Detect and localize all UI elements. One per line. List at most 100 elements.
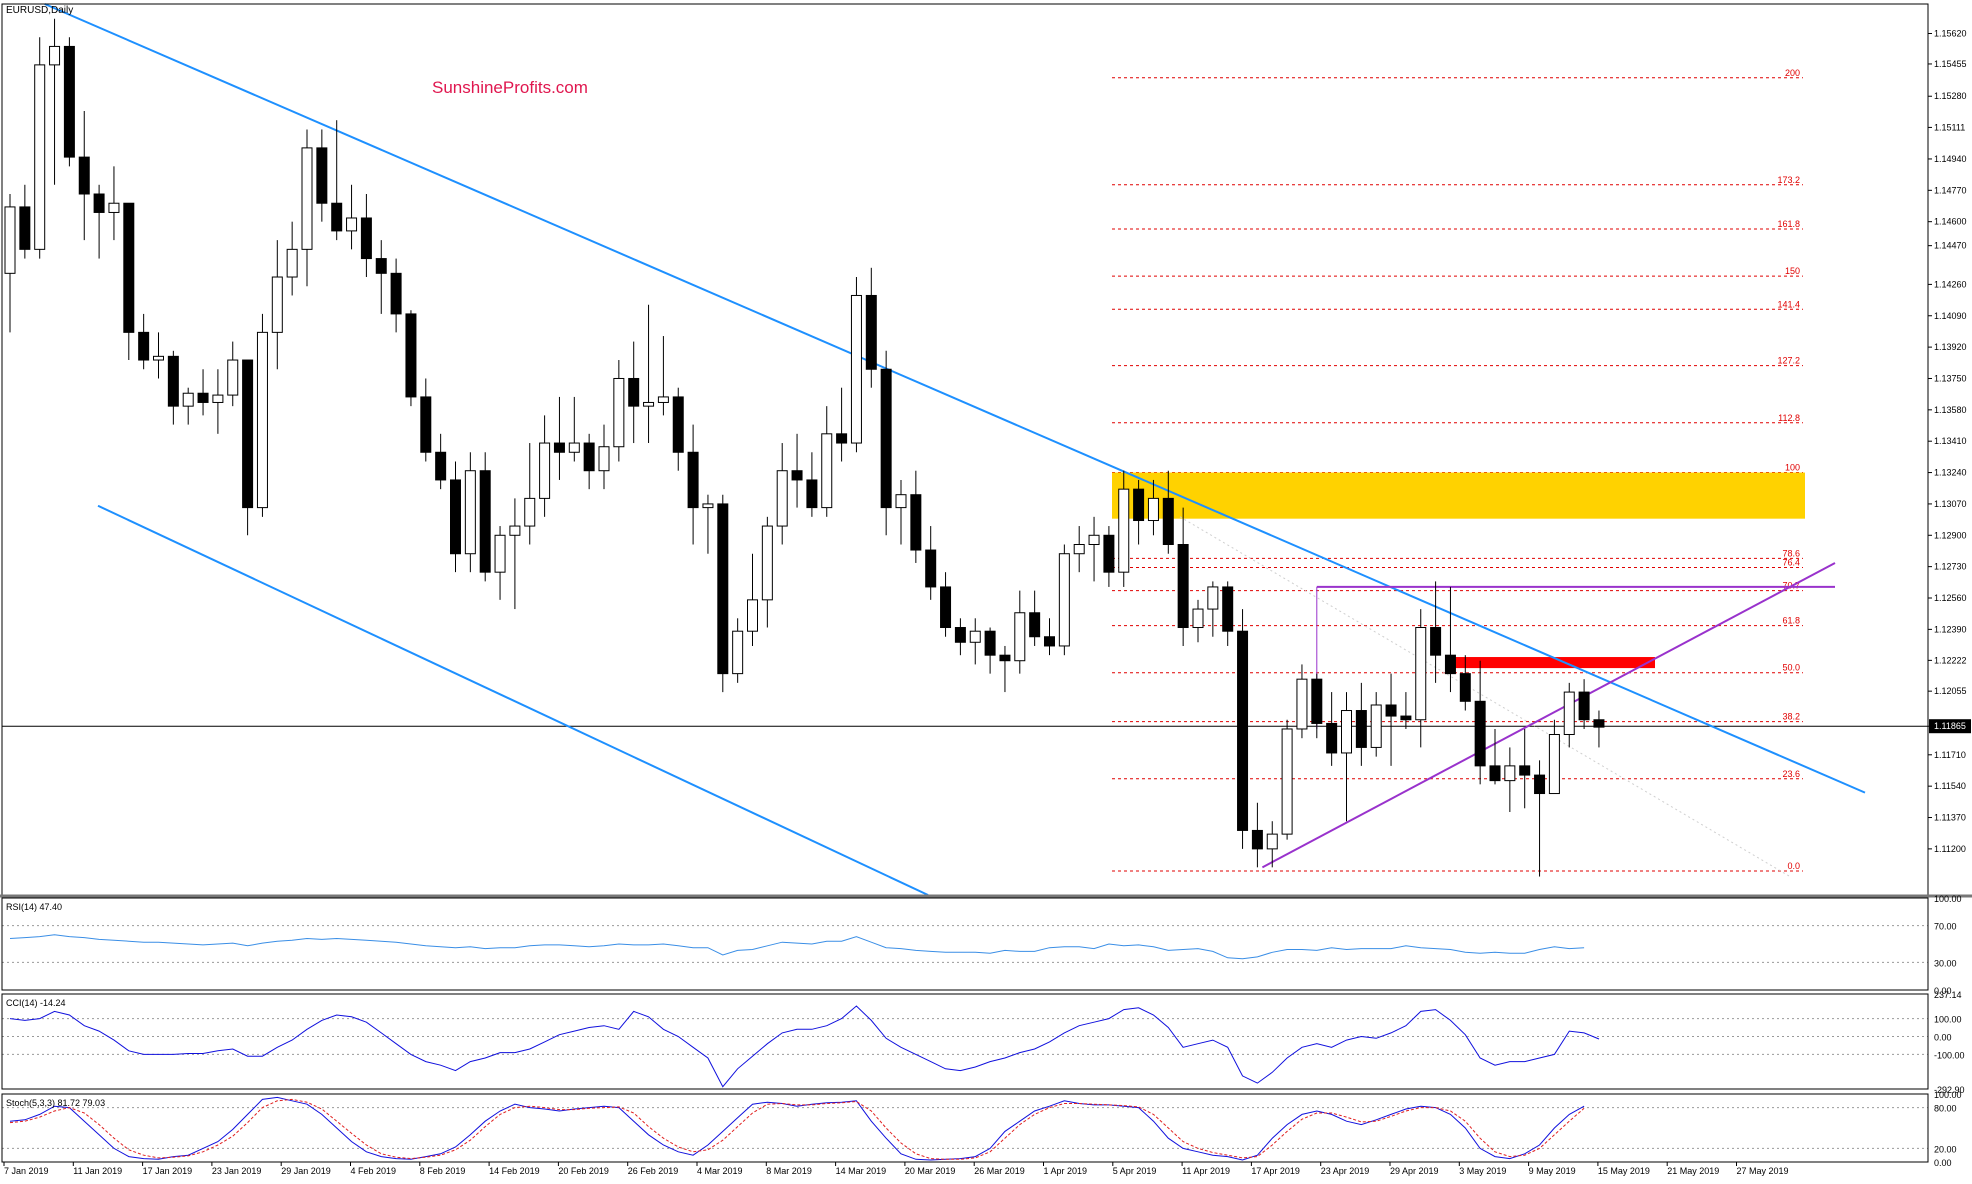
price-axis-label: 1.13410 [1934, 436, 1967, 446]
cci-axis-label: -100.00 [1934, 1050, 1965, 1060]
candle-bullish [539, 442, 551, 499]
price-axis-label: 1.14090 [1934, 311, 1967, 321]
price-axis-label: 1.13580 [1934, 405, 1967, 415]
candle-bullish [346, 217, 358, 232]
candle-bullish [643, 401, 655, 407]
candle-bullish [1207, 586, 1219, 610]
stoch-label: Stoch(5,3,3) 81.72 79.03 [6, 1098, 105, 1108]
date-axis-label: 15 May 2019 [1598, 1166, 1650, 1176]
candle-bullish [49, 45, 61, 66]
fib-level-label: 76.4 [1782, 558, 1800, 568]
candle-bearish [1400, 715, 1412, 721]
price-axis-label: 1.11200 [1934, 844, 1966, 854]
candle-bearish [984, 630, 996, 656]
fib-level-label: 200 [1785, 68, 1800, 78]
fib-level-label: 173.2 [1777, 175, 1800, 185]
cci-axis-label: 0.00 [1934, 1033, 1952, 1043]
candle-bearish [865, 294, 877, 370]
candle-bearish [1519, 765, 1531, 776]
main-price-pane: 0.023.638.250.061.870.776.478.6100112.81… [2, 3, 1928, 896]
fib-level-label: 150 [1785, 266, 1800, 276]
red-resistance-zone [1450, 657, 1655, 669]
candle-bearish [435, 451, 447, 481]
candle-bearish [1222, 586, 1234, 632]
candle-bearish [583, 442, 595, 472]
candle-bearish [167, 355, 179, 407]
date-axis-label: 23 Jan 2019 [212, 1166, 262, 1176]
candle-bullish [227, 359, 239, 396]
price-axis-label: 1.15620 [1934, 29, 1967, 39]
candle-bullish [1415, 627, 1427, 721]
date-axis-label: 29 Jan 2019 [281, 1166, 331, 1176]
candle-bullish [301, 147, 313, 250]
date-axis-label: 14 Mar 2019 [836, 1166, 887, 1176]
candle-bearish [1133, 488, 1145, 522]
date-axis-label: 4 Feb 2019 [351, 1166, 397, 1176]
price-axis-label: 1.15455 [1934, 59, 1967, 69]
cci-axis-label: -292.90 [1934, 1085, 1965, 1095]
stoch-d-line [9, 1098, 1585, 1160]
resistance-zone [1112, 472, 1805, 519]
candle-bearish [123, 202, 135, 333]
candle-bullish [1118, 488, 1130, 573]
candle-bearish [1578, 691, 1590, 721]
price-axis-label: 1.14470 [1934, 241, 1967, 251]
axes: 1.15620 1.15455 1.15280 1.15111 1.14940 1.147… [0, 3, 1972, 1176]
date-axis-label: 5 Apr 2019 [1113, 1166, 1157, 1176]
candle-bullish [1014, 612, 1026, 662]
candle-bullish [613, 377, 625, 448]
date-axis-label: 7 Jan 2019 [4, 1166, 49, 1176]
candle-bullish [850, 294, 862, 444]
candle-bullish [286, 248, 298, 278]
rsi-axis-label: 70.00 [1934, 922, 1957, 932]
date-axis-label: 4 Mar 2019 [697, 1166, 743, 1176]
rsi-axis-label: 30.00 [1934, 958, 1957, 968]
candle-bearish [836, 433, 848, 444]
candle-bullish [524, 497, 536, 527]
watermark: SunshineProfits.com [432, 78, 588, 97]
wedge-support-line [1261, 562, 1836, 869]
candle-bullish [657, 396, 669, 403]
date-axis-label: 11 Jan 2019 [73, 1166, 122, 1176]
candle-bullish [153, 355, 164, 361]
candle-bearish [1326, 722, 1338, 754]
candle-bearish [1237, 630, 1249, 831]
date-axis-label: 14 Feb 2019 [489, 1166, 540, 1176]
candle-bullish [895, 494, 907, 509]
stoch-axis-label: 80.00 [1934, 1104, 1957, 1114]
candle-bearish [375, 258, 387, 274]
fib-level-label: 161.8 [1777, 219, 1800, 229]
candle-bullish [34, 64, 46, 250]
candle-bullish [1370, 704, 1382, 748]
candle-bearish [628, 377, 640, 407]
fib-level-label: 50.0 [1782, 663, 1800, 673]
pane-frame [1, 993, 1929, 1090]
candle-bullish [509, 525, 521, 536]
price-axis-label: 1.12390 [1934, 624, 1967, 634]
candle-bearish [331, 202, 343, 232]
fib-level-label: 141.4 [1777, 299, 1800, 309]
candle-bearish [197, 392, 209, 403]
cci-axis-label: 100.00 [1934, 1015, 1962, 1025]
cci-line [9, 1005, 1600, 1088]
candle-bullish [1088, 534, 1100, 546]
pane-frame [1, 1093, 1929, 1163]
rsi-pane: RSI(14) 47.40 [2, 902, 1928, 963]
candle-bearish [1444, 654, 1456, 675]
candle-bearish [1044, 636, 1055, 647]
candle-bullish [598, 446, 610, 472]
channel-upper-line [44, 3, 1866, 794]
candle-bearish [78, 156, 90, 195]
cci-axis-label: 237.14 [1934, 990, 1962, 1000]
fib-level-label: 38.2 [1782, 712, 1800, 722]
date-axis-label: 20 Feb 2019 [558, 1166, 609, 1176]
candle-bearish [999, 654, 1011, 662]
candle-bullish [1058, 553, 1070, 647]
candle-bearish [1534, 774, 1546, 795]
candle-bullish [1266, 833, 1278, 850]
price-axis-label: 1.15111 [1934, 122, 1965, 132]
date-axis-label: 21 May 2019 [1667, 1166, 1719, 1176]
candle-bearish [1593, 719, 1605, 728]
candle-bearish [1474, 700, 1486, 767]
